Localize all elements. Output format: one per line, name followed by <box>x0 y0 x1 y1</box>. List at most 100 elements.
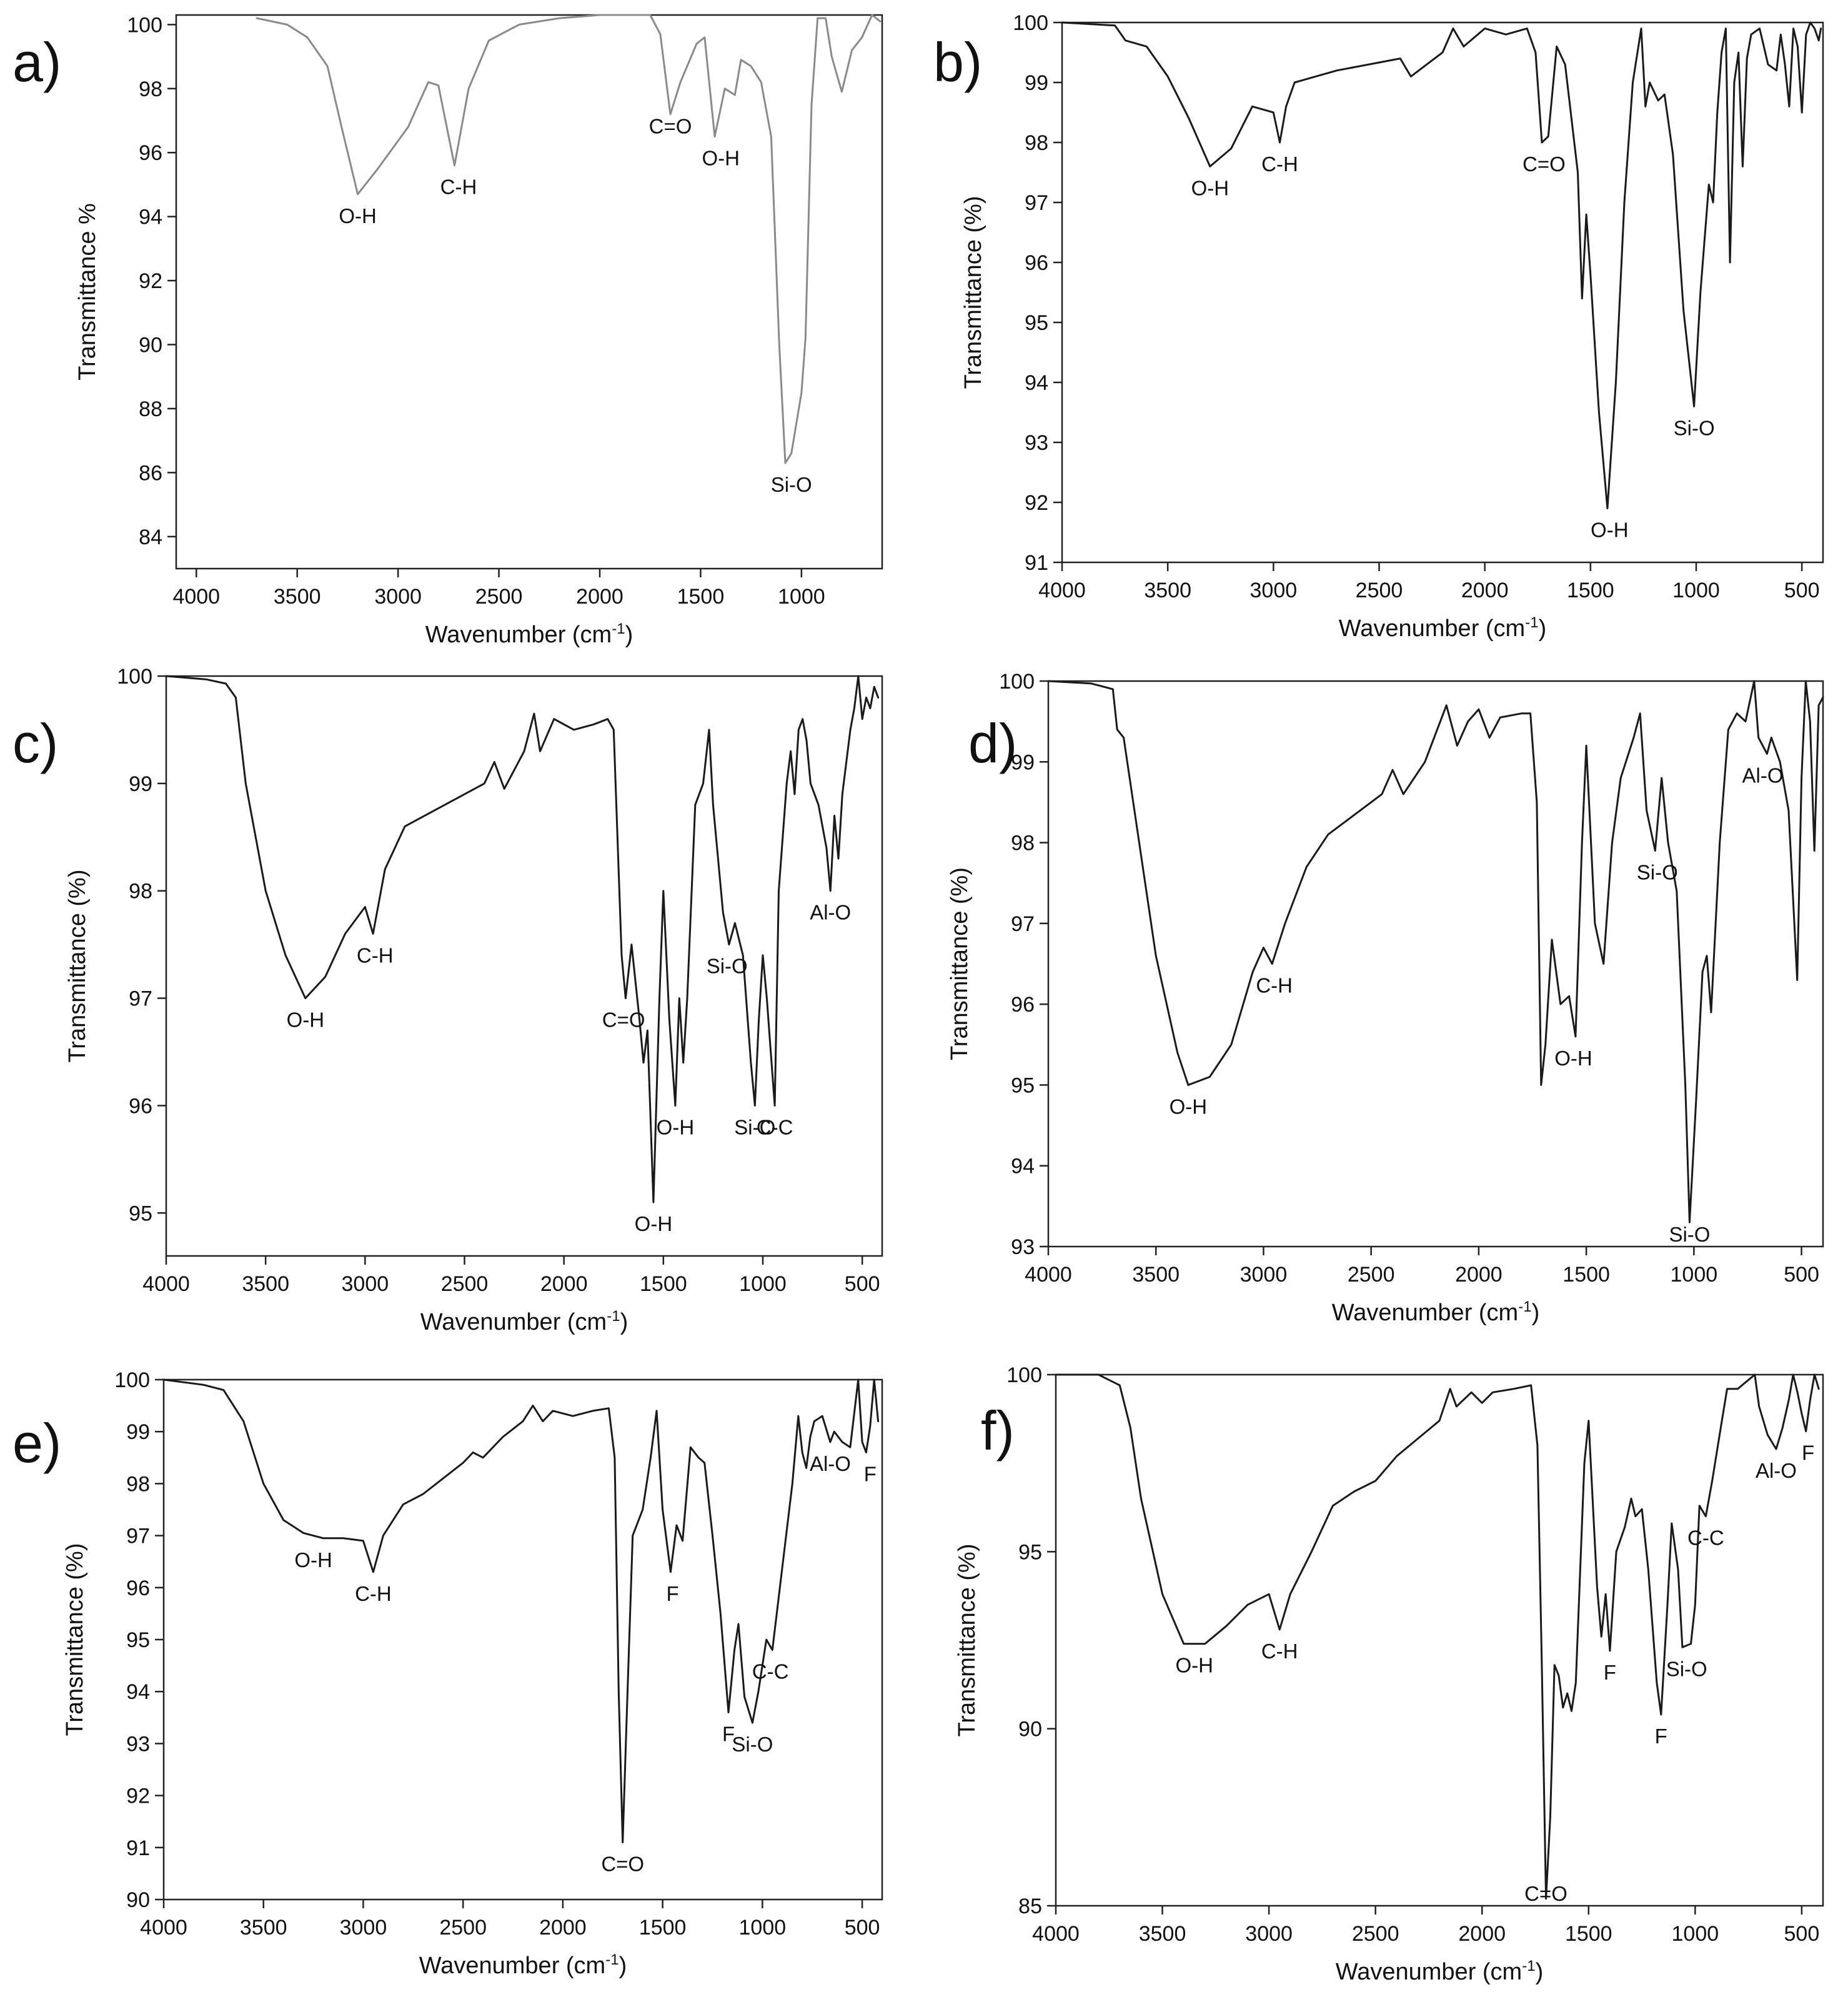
peak-annotation: O-H <box>339 204 377 227</box>
y-tick-label: 98 <box>1025 131 1048 155</box>
y-tick-label: 95 <box>129 1202 152 1225</box>
y-tick-label: 85 <box>1018 1895 1042 1918</box>
panel-label: a) <box>12 31 61 93</box>
y-tick-label: 100 <box>117 665 152 689</box>
x-tick-label: 1000 <box>739 1916 787 1940</box>
peak-annotation: O-H <box>287 1008 325 1032</box>
x-tick-label: 2000 <box>1461 579 1509 602</box>
x-tick-label: 2500 <box>439 1916 487 1940</box>
x-tick-label: 4000 <box>1038 579 1086 602</box>
peak-annotation: C=O <box>1524 1882 1567 1905</box>
y-tick-label: 98 <box>129 880 152 904</box>
x-tick-label: 2000 <box>539 1916 587 1940</box>
y-tick-label: 90 <box>139 334 162 357</box>
x-tick-label: 2500 <box>1348 1263 1395 1287</box>
y-tick-label: 100 <box>999 670 1035 694</box>
x-tick-label: 2000 <box>1458 1922 1506 1946</box>
spectrum-line <box>1061 21 1822 510</box>
x-tick-label: 4000 <box>172 585 220 609</box>
y-tick-label: 93 <box>1011 1235 1035 1259</box>
y-tick-label: 99 <box>1025 71 1048 95</box>
spectrum-line <box>162 1378 880 1843</box>
peak-annotation: C-C <box>757 1115 793 1138</box>
y-tick-label: 98 <box>139 77 162 101</box>
y-tick-label: 94 <box>139 206 162 229</box>
peak-annotation: F <box>1604 1661 1616 1684</box>
x-tick-label: 1000 <box>739 1272 787 1296</box>
y-tick-label: 97 <box>129 987 152 1011</box>
y-tick-label: 88 <box>139 397 162 421</box>
peak-annotation: C-H <box>357 944 394 967</box>
x-tick-label: 2000 <box>540 1272 588 1296</box>
plot-frame <box>175 14 883 570</box>
y-tick-label: 92 <box>139 269 162 293</box>
x-tick-label: 3000 <box>374 585 422 609</box>
peak-annotation: C-H <box>1256 974 1293 997</box>
spectrum-line <box>165 675 880 1203</box>
peak-annotation: C=O <box>601 1852 644 1875</box>
peak-annotation: Al-O <box>810 901 851 924</box>
peak-annotation: F <box>666 1582 678 1605</box>
x-tick-label: 500 <box>1784 1263 1819 1287</box>
x-tick-label: 1000 <box>778 585 825 609</box>
peak-annotation: O-H <box>657 1115 695 1138</box>
y-tick-label: 90 <box>126 1888 150 1912</box>
x-axis-title: Wavenumber (cm-1) <box>1339 614 1546 642</box>
y-axis-title: Transmittance (%) <box>946 867 973 1060</box>
peak-annotation: O-H <box>702 147 740 170</box>
y-tick-label: 96 <box>1025 251 1048 275</box>
y-tick-label: 93 <box>126 1732 150 1756</box>
y-tick-label: 95 <box>1025 311 1048 335</box>
y-tick-label: 96 <box>139 141 162 165</box>
chart-panel-3: c) 4000 3500 3000 2500 2000 1500 1000 500 95 96 97 9… <box>12 665 883 1335</box>
peak-annotation: C-C <box>752 1660 789 1683</box>
peak-annotation: C=O <box>649 114 692 137</box>
peak-annotation: O-H <box>1554 1047 1592 1070</box>
y-tick-label: 93 <box>1025 431 1048 455</box>
x-tick-label: 4000 <box>1032 1922 1080 1946</box>
y-tick-label: 100 <box>127 13 162 37</box>
y-tick-label: 95 <box>126 1628 150 1652</box>
y-tick-label: 99 <box>1011 750 1035 774</box>
y-tick-label: 100 <box>1006 1363 1042 1387</box>
y-tick-label: 90 <box>1018 1718 1042 1741</box>
x-axis-title: Wavenumber (cm-1) <box>1336 1958 1543 1985</box>
peak-annotation: O-H <box>1175 1654 1213 1677</box>
y-tick-label: 94 <box>1025 371 1048 395</box>
x-tick-label: 1000 <box>1672 1922 1719 1946</box>
peak-annotation: C=O <box>1523 152 1566 176</box>
x-tick-label: 500 <box>1784 579 1820 602</box>
peak-annotation: Al-O <box>1742 764 1784 787</box>
y-tick-label: 100 <box>114 1368 150 1392</box>
peak-annotation: Si-O <box>732 1733 773 1756</box>
plot-frame <box>1047 680 1824 1248</box>
x-tick-label: 2500 <box>441 1272 489 1296</box>
peak-annotation: O-H <box>1191 176 1230 199</box>
x-tick-label: 1500 <box>640 1272 687 1296</box>
peak-annotation: C-C <box>1687 1526 1724 1550</box>
chart-panel-1: a) 4000 3500 3000 2500 2000 1500 1000 84 86 88 90 92… <box>12 13 883 648</box>
y-tick-label: 95 <box>1018 1540 1042 1564</box>
peak-annotation: O-H <box>1591 519 1629 542</box>
y-tick-label: 92 <box>1025 491 1048 515</box>
y-tick-label: 100 <box>1013 11 1048 35</box>
x-tick-label: 1500 <box>677 585 725 609</box>
chart-panel-5: e) 4000 3500 3000 2500 2000 1500 1000 500 90 91 92 9… <box>12 1368 883 1979</box>
x-tick-label: 1500 <box>639 1916 687 1940</box>
x-tick-label: 2500 <box>1352 1922 1399 1946</box>
y-tick-label: 96 <box>1011 993 1035 1017</box>
peak-annotation: C=O <box>602 1008 645 1032</box>
chart-panel-2: b) 4000 3500 3000 2500 2000 1500 1000 500 91 92 93 9… <box>933 11 1824 642</box>
y-tick-label: 98 <box>126 1472 150 1496</box>
x-axis-title: Wavenumber (cm-1) <box>420 1308 628 1335</box>
x-tick-label: 3000 <box>1240 1263 1288 1287</box>
x-axis-title: Wavenumber (cm-1) <box>425 620 633 648</box>
x-tick-label: 3000 <box>1245 1922 1293 1946</box>
peak-annotation: O-H <box>1170 1095 1208 1118</box>
y-tick-label: 99 <box>126 1420 150 1444</box>
y-axis-title: Transmittance (%) <box>954 1544 980 1737</box>
y-axis-title: Transmittance % <box>74 203 101 381</box>
x-tick-label: 500 <box>845 1916 880 1940</box>
y-tick-label: 91 <box>1025 551 1048 575</box>
x-tick-label: 3000 <box>1250 579 1298 602</box>
